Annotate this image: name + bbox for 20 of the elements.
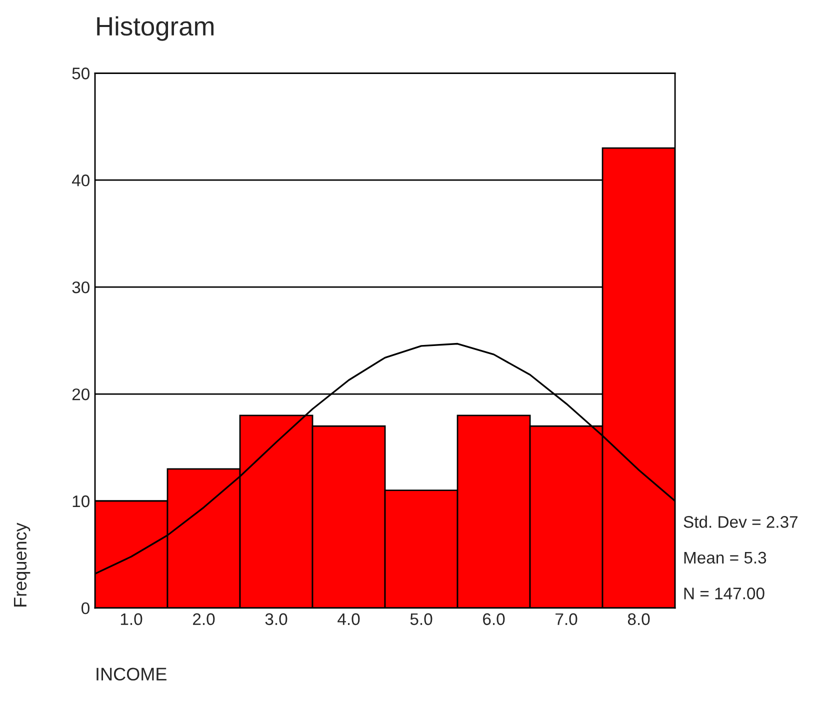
x-axis-title: INCOME <box>96 668 166 681</box>
y-tick-label: 10 <box>72 495 90 508</box>
text: Std. Dev = 2.37 <box>684 516 798 528</box>
text: Mean = 5.3 <box>684 552 766 564</box>
y-tick-label: 40 <box>72 174 90 186</box>
chart-title: Histogram <box>97 16 214 41</box>
x-tick-label: 3.0 <box>265 613 288 626</box>
text: N = 147.00 <box>684 588 764 600</box>
x-tick-label: 6.0 <box>483 613 505 626</box>
y-tick-label: 50 <box>72 68 90 80</box>
x-tick-label: 5.0 <box>410 613 432 626</box>
x-tick-label: 1.0 <box>120 613 142 626</box>
y-tick-label: 30 <box>72 281 90 294</box>
y-tick-label: 20 <box>72 388 90 400</box>
y-tick-label: 0 <box>82 602 90 614</box>
x-tick-label: 8.0 <box>628 613 650 626</box>
x-tick-label: 4.0 <box>338 613 360 626</box>
x-tick-label: 7.0 <box>556 613 578 626</box>
x-tick-label: 2.0 <box>193 613 215 626</box>
y-axis-title: Frequency <box>14 522 30 606</box>
